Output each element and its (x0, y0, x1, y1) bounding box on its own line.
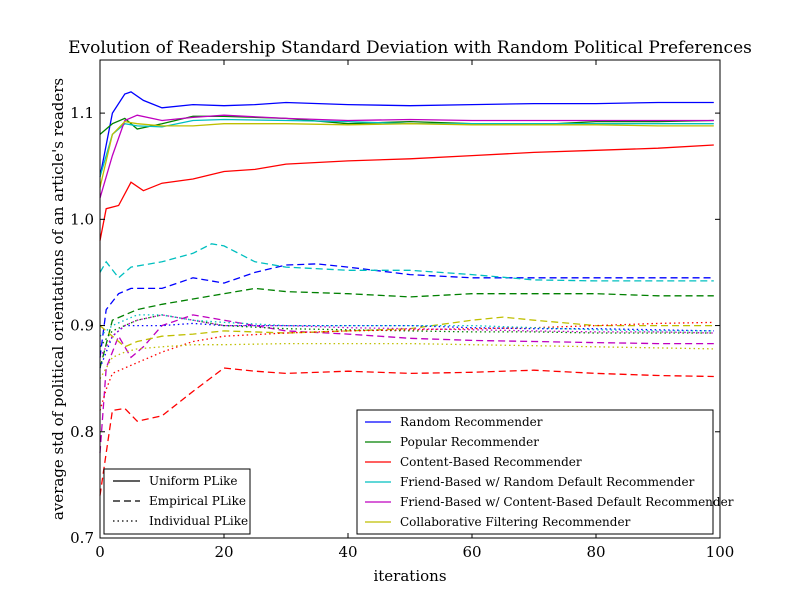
legend-label-content-based-recommender: Content-Based Recommender (400, 455, 582, 469)
x-tick-label: 20 (214, 543, 233, 561)
series-line-collaborative-filtering-recommender-uniform-plike (99, 120, 714, 188)
series-line-friend-based-w-random-default-recommender-individual-plike (99, 314, 714, 337)
series-line-friend-based-w-random-default-recommender-uniform-plike (99, 118, 714, 177)
y-tick-label: 0.7 (70, 529, 94, 547)
series-line-friend-based-w-content-based-default-recommender-individual-plike (99, 314, 714, 358)
series-line-collaborative-filtering-recommender-individual-plike (99, 342, 714, 380)
legend-plike: Uniform PLike Empirical PLike Individual P… (103, 468, 251, 535)
x-tick-label: 40 (338, 543, 357, 561)
legend-recommenders: Random Recommender Popular Recommender Con… (356, 409, 734, 535)
x-axis-label: iterations (373, 567, 446, 585)
legend-label-friend-based-w-content-based-default-recommender: Friend-Based w/ Content-Based Default Re… (400, 495, 734, 509)
x-tick-label: 60 (462, 543, 481, 561)
y-tick-label: 0.9 (70, 317, 94, 335)
y-axis-label: average std of political orientations of… (49, 78, 67, 520)
y-tick-label: 0.8 (70, 423, 94, 441)
y-tick-label: 1.1 (70, 104, 94, 122)
series-line-popular-recommender-empirical-plike (99, 287, 714, 369)
series-line-content-based-recommender-empirical-plike (99, 367, 714, 496)
legend-label-friend-based-w-random-default-recommender: Friend-Based w/ Random Default Recommend… (400, 475, 695, 489)
series-line-friend-based-w-content-based-default-recommender-uniform-plike (99, 114, 714, 199)
series-line-random-recommender-individual-plike (99, 322, 714, 369)
legend-label-empirical-plike: Empirical PLike (149, 494, 246, 508)
x-tick-label: 0 (95, 543, 105, 561)
series-line-popular-recommender-individual-plike (99, 314, 714, 348)
series-line-friend-based-w-random-default-recommender-empirical-plike (99, 243, 714, 282)
legend-recommenders-box (356, 409, 714, 535)
legend-label-uniform-plike: Uniform PLike (149, 474, 238, 488)
x-tick-label: 100 (706, 543, 735, 561)
x-tick-label: 80 (586, 543, 605, 561)
legend-label-random-recommender: Random Recommender (400, 415, 543, 429)
legend-label-individual-plike: Individual PLike (149, 514, 248, 528)
y-tick-label: 1.0 (70, 210, 94, 228)
ticks-layer: 0 20 40 60 80 100 0.7 0.8 0.9 1.0 1.1 (70, 60, 734, 561)
legend-label-collaborative-filtering-recommender: Collaborative Filtering Recommender (400, 515, 631, 529)
chart-title: Evolution of Readership Standard Deviati… (68, 38, 752, 58)
series-line-friend-based-w-content-based-default-recommender-empirical-plike (99, 314, 714, 454)
series-line-content-based-recommender-individual-plike (99, 321, 714, 411)
series-line-collaborative-filtering-recommender-empirical-plike (99, 316, 714, 348)
series-line-random-recommender-uniform-plike (99, 91, 714, 177)
series-line-random-recommender-empirical-plike (99, 263, 714, 358)
plot-frame (99, 59, 721, 539)
series-line-content-based-recommender-uniform-plike (99, 144, 714, 241)
legend-label-popular-recommender: Popular Recommender (400, 435, 539, 449)
series-layer (99, 91, 714, 496)
